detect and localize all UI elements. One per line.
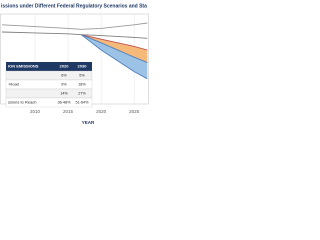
- series-line: [81, 34, 148, 64]
- table-cell: 18%: [78, 83, 86, 87]
- x-tick-label: 2020: [96, 109, 107, 114]
- series-line: [1, 31, 148, 39]
- series-line: [81, 34, 148, 80]
- series-line: [1, 22, 148, 30]
- x-tick-label: 2015: [63, 109, 74, 114]
- table-header-cell: 2030: [78, 64, 88, 69]
- table-cell: 51-64%: [75, 101, 89, 105]
- chart: issions under Different Federal Regulato…: [0, 0, 150, 150]
- series-line: [81, 34, 148, 51]
- x-tick-label: 2025: [129, 109, 140, 114]
- x-axis-label: YEAR: [82, 120, 95, 125]
- table-row: [5, 97, 93, 108]
- chart-title: issions under Different Federal Regulato…: [1, 3, 147, 9]
- table-cell: 36-48%: [57, 101, 71, 105]
- table-header-cell: ION EMISSIONS: [8, 64, 39, 69]
- table-cell: 27%: [78, 92, 86, 96]
- table-cell: 6%: [61, 74, 67, 78]
- table-row-label: -Road: [8, 82, 19, 87]
- table-header-bg: [6, 62, 92, 71]
- table-cell: 14%: [60, 92, 68, 96]
- table-cell: 5%: [79, 74, 85, 78]
- table-row-label: ssions to Reach: [8, 100, 36, 105]
- area-band: [81, 34, 148, 79]
- x-tick-label: 2010: [30, 109, 41, 114]
- table-header-cell: 2020: [60, 64, 70, 69]
- table-cell: 9%: [61, 83, 67, 87]
